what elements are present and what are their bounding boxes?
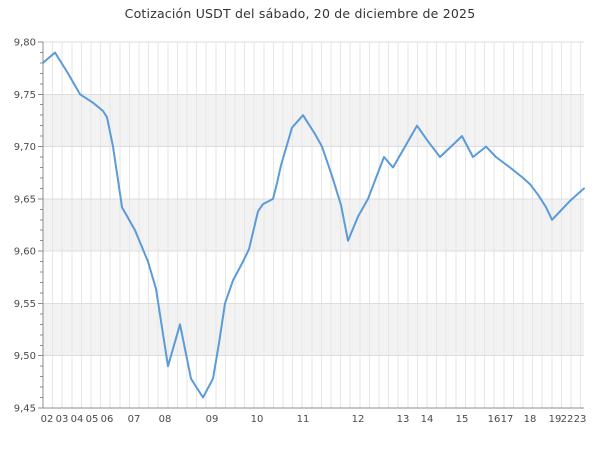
x-axis-label: 14 [421,414,434,425]
y-axis-label: 9,45 [14,404,36,415]
x-axis-label: 18 [524,414,537,425]
plot-band [43,94,584,147]
x-axis-label: 22 [561,414,574,425]
y-axis-label: 9,55 [14,299,36,310]
x-axis-label: 15 [456,414,469,425]
x-axis-label: 23 [574,414,587,425]
chart-title: Cotización USDT del sábado, 20 de diciem… [124,6,476,21]
x-axis-label: 05 [86,414,99,425]
y-axis-label: 9,50 [14,351,36,362]
x-axis-label: 17 [501,414,514,425]
x-axis-label: 16 [488,414,501,425]
y-axis-label: 9,60 [14,247,36,258]
x-axis-label: 07 [128,414,141,425]
x-axis-label: 09 [206,414,219,425]
x-axis-label: 08 [159,414,172,425]
y-axis-label: 9,75 [14,90,36,101]
x-axis-label: 06 [101,414,114,425]
x-axis-label: 13 [397,414,410,425]
x-axis-label: 10 [251,414,264,425]
y-axis-label: 9,65 [14,194,36,205]
x-axis-label: 19 [549,414,562,425]
plot-band [43,303,584,356]
x-axis-label: 02 [41,414,54,425]
x-axis-label: 11 [297,414,310,425]
y-axis-label: 9,80 [14,38,36,49]
x-axis-label: 04 [71,414,84,425]
x-axis-label: 12 [352,414,365,425]
plot-band [43,198,584,252]
x-axis-label: 03 [56,414,69,425]
price-line [42,51,585,399]
y-axis-label: 9,70 [14,142,36,153]
